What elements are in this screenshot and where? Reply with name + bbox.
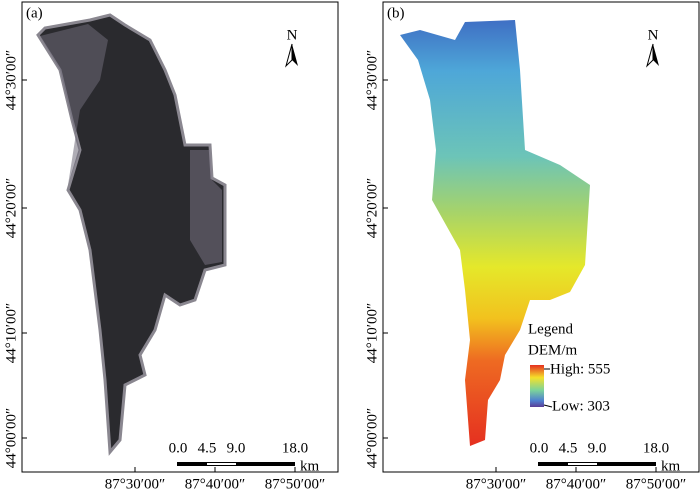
- panel-label: (b): [387, 5, 405, 21]
- scale-label: 9.0: [588, 440, 607, 456]
- scale-label: 18.0: [282, 440, 308, 456]
- legend-high: High: 555: [550, 361, 610, 377]
- longitude-label: 87°50′00″: [265, 476, 326, 492]
- image-texture: [40, 24, 108, 185]
- panel-frame: [382, 1, 700, 473]
- latitude-label: 44°00′00″: [364, 408, 380, 469]
- scale-bar: [568, 463, 597, 465]
- panel-frame: [21, 1, 339, 473]
- latitude-label: 44°20′00″: [3, 178, 19, 239]
- latitude-label: 44°10′00″: [3, 303, 19, 364]
- scale-unit: km: [300, 458, 320, 474]
- longitude-label: 87°40′00″: [546, 476, 607, 492]
- north-arrow: [292, 44, 298, 66]
- scale-label: 4.5: [198, 440, 217, 456]
- north-arrow: [285, 43, 293, 68]
- north-arrow: [653, 44, 659, 66]
- longitude-label: 87°50′00″: [626, 476, 687, 492]
- longitude-label: 87°30′00″: [105, 476, 166, 492]
- legend-tick: [543, 404, 553, 408]
- latitude-label: 44°30′00″: [364, 50, 380, 111]
- latitude-label: 44°00′00″: [3, 408, 19, 469]
- latitude-label: 44°30′00″: [3, 50, 19, 111]
- north-label: N: [287, 27, 298, 43]
- scale-bar: [207, 463, 236, 465]
- latitude-label: 44°20′00″: [364, 178, 380, 239]
- longitude-label: 87°40′00″: [185, 476, 246, 492]
- longitude-label: 87°30′00″: [466, 476, 527, 492]
- legend-title: Legend: [528, 321, 573, 337]
- panel-label: (a): [26, 5, 43, 21]
- image-texture: [190, 150, 222, 265]
- scale-label: 9.0: [227, 440, 246, 456]
- scale-label: 0.0: [530, 440, 549, 456]
- dem-image: [400, 20, 590, 446]
- legend-low: Low: 303: [552, 398, 610, 414]
- scale-label: 0.0: [169, 440, 188, 456]
- satellite-image: [36, 13, 227, 456]
- scale-unit: km: [661, 458, 681, 474]
- scale-label: 4.5: [559, 440, 578, 456]
- scale-label: 18.0: [643, 440, 669, 456]
- legend-ramp: [530, 365, 544, 407]
- north-arrow: [646, 43, 654, 68]
- latitude-label: 44°10′00″: [364, 303, 380, 364]
- legend-subtitle: DEM/m: [528, 342, 578, 358]
- north-label: N: [648, 27, 659, 43]
